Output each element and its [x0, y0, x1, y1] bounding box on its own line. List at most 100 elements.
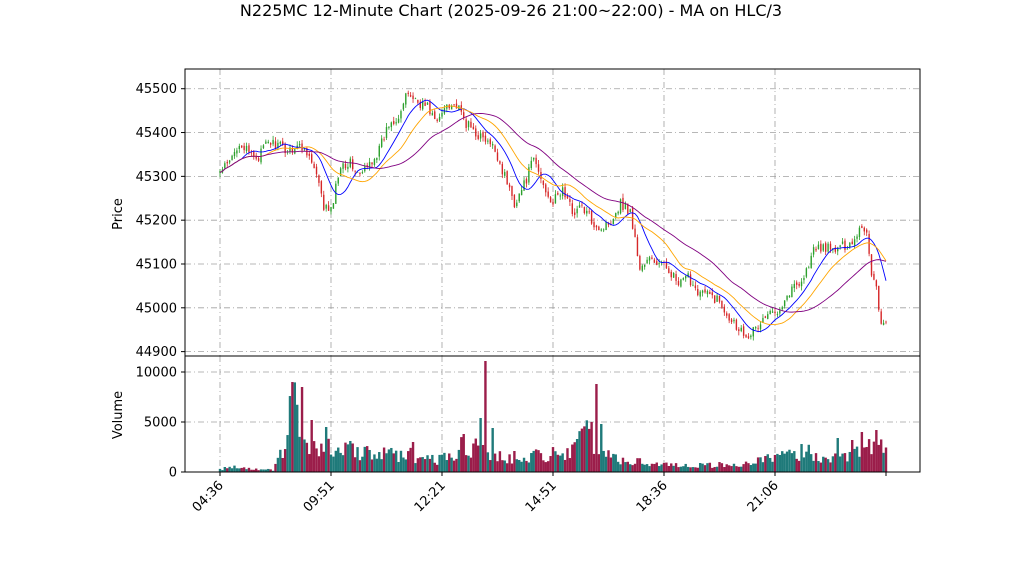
candle-body: [834, 247, 837, 252]
volume-bar: [264, 469, 268, 472]
volume-bar: [469, 457, 473, 472]
candle-body: [438, 116, 441, 121]
volume-bar: [431, 454, 434, 472]
volume-bar: [877, 444, 880, 472]
candle-body: [704, 289, 706, 293]
candle-body: [400, 111, 402, 119]
candle-body: [489, 139, 491, 145]
candle-body: [491, 144, 494, 146]
candle-body: [397, 118, 400, 123]
volume-bar: [737, 466, 741, 472]
candle-body: [745, 334, 747, 338]
candle-body: [523, 180, 525, 191]
volume-bar: [505, 463, 509, 472]
candle-body: [576, 208, 578, 214]
candle-body: [827, 243, 829, 252]
volume-bar: [368, 449, 371, 472]
candle-body: [709, 292, 711, 294]
candle-body: [323, 194, 325, 210]
candle-body: [726, 313, 728, 316]
candle-body: [417, 100, 419, 103]
candle-body: [393, 121, 395, 124]
candle-body: [735, 319, 738, 330]
volume-bar: [561, 453, 564, 472]
candle-body: [477, 135, 479, 139]
volume-bar: [435, 464, 439, 472]
candle-body: [651, 257, 653, 259]
volume-bar: [378, 452, 381, 472]
volume-bar: [544, 462, 547, 472]
candle-body: [241, 145, 243, 148]
volume-bar: [252, 469, 255, 472]
volume-bar: [276, 457, 280, 472]
volume-bar: [467, 455, 470, 472]
volume-bar: [563, 459, 567, 472]
volume-bar: [587, 428, 591, 472]
candle-body: [697, 288, 699, 296]
volume-bar: [597, 454, 601, 472]
volume-bar: [394, 450, 398, 472]
volume-bar: [399, 450, 403, 472]
volume-bar: [397, 461, 400, 472]
candle-body: [851, 241, 853, 245]
volume-bar: [462, 434, 465, 472]
volume-bar: [759, 457, 762, 472]
candle-body: [366, 165, 368, 166]
candle-body: [520, 190, 523, 196]
volume-bar: [339, 452, 342, 472]
volume-bar: [518, 459, 521, 472]
volume-bar: [604, 456, 608, 472]
candle-body: [356, 171, 359, 173]
candle-body: [559, 195, 561, 197]
candle-body: [672, 273, 675, 278]
candle-body: [274, 141, 277, 150]
candle-body: [371, 162, 373, 165]
volume-bar: [831, 456, 835, 472]
ma-line-short: [219, 99, 887, 333]
candle-body: [282, 141, 284, 145]
chart-title: N225MC 12-Minute Chart (2025-09-26 21:00…: [240, 1, 782, 20]
price-axis-label: Price: [111, 198, 126, 230]
volume-bar: [660, 464, 663, 472]
volume-bar: [539, 453, 543, 472]
volume-bar: [303, 439, 306, 472]
volume-bar: [479, 418, 482, 472]
volume-bar: [315, 448, 318, 472]
candle-body: [615, 213, 617, 218]
candle-body: [738, 329, 740, 332]
volume-bar: [682, 466, 685, 472]
candle-body: [525, 178, 528, 184]
volume-bar: [843, 453, 847, 472]
volume-bar: [440, 454, 444, 472]
volume-bar: [824, 457, 827, 472]
candle-body: [376, 157, 378, 160]
volume-bar: [238, 468, 241, 472]
volume-bar: [559, 455, 562, 472]
candle-body: [426, 102, 429, 105]
volume-bar: [756, 457, 760, 472]
candle-body: [332, 203, 335, 209]
volume-bar: [387, 449, 391, 472]
volume-bar: [686, 466, 690, 472]
volume-bar: [754, 463, 757, 472]
candle-body: [774, 311, 776, 314]
volume-bar: [672, 465, 675, 472]
volume-bar: [773, 454, 777, 472]
volume-bar: [609, 457, 613, 472]
candle-body: [769, 310, 771, 314]
candle-body: [298, 143, 301, 146]
volume-bar: [568, 458, 572, 472]
volume-bar: [691, 467, 695, 472]
volume-bar: [566, 448, 569, 472]
candle-body: [475, 128, 477, 137]
volume-bar: [373, 454, 376, 472]
volume-bar: [460, 437, 463, 472]
volume-bar: [423, 459, 427, 472]
candle-body: [863, 227, 865, 232]
candle-body: [368, 161, 371, 167]
volume-bar: [476, 445, 480, 472]
volume-bar: [455, 458, 458, 472]
volume-bar: [310, 420, 313, 472]
volume-bar: [795, 458, 798, 472]
